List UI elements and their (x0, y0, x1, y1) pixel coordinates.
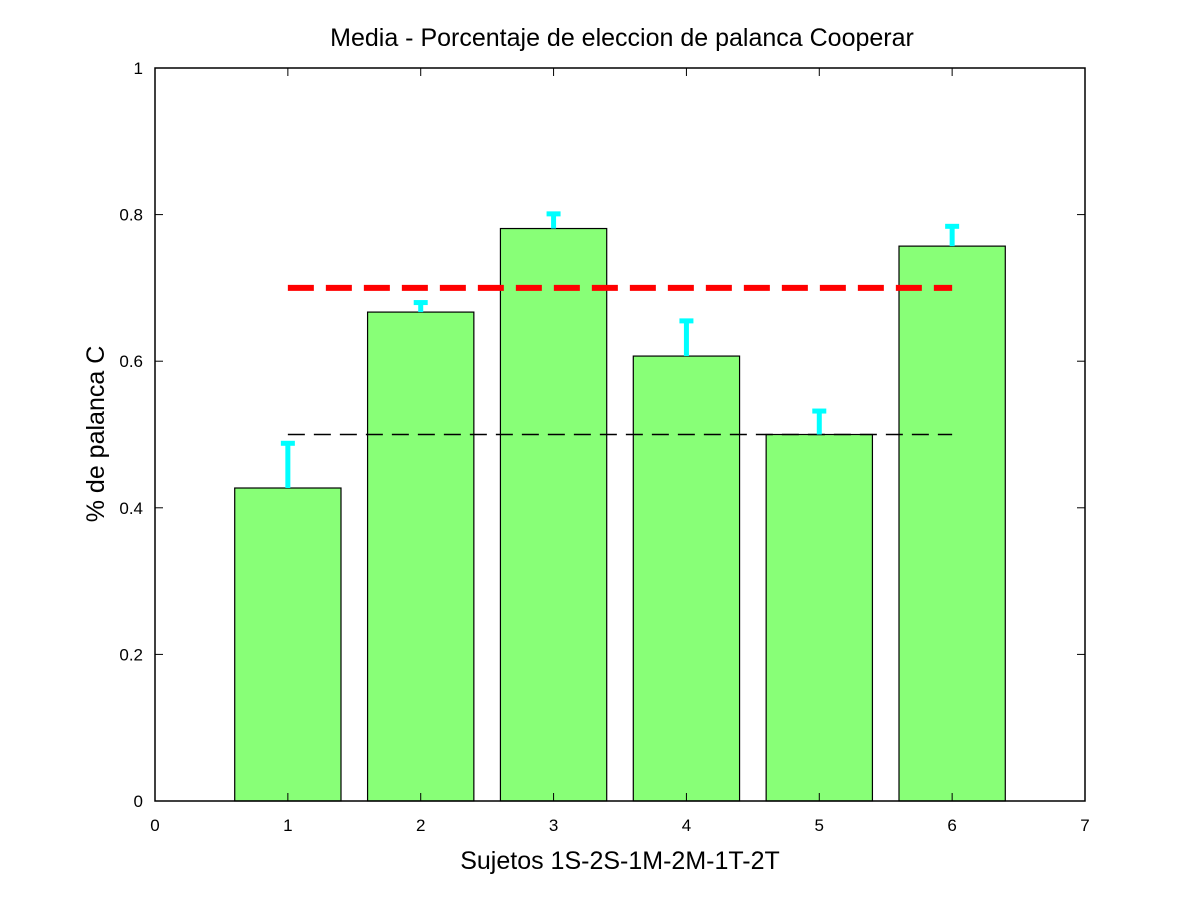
y-tick-label: 0.4 (119, 499, 143, 518)
y-axis-label: % de palanca C (82, 346, 110, 523)
bar-2 (366, 311, 475, 802)
x-tick-label: 0 (150, 816, 159, 835)
x-tick-label: 7 (1080, 816, 1089, 835)
x-axis-label: Sujetos 1S-2S-1M-2M-1T-2T (460, 847, 780, 875)
y-tick-label: 0 (134, 792, 143, 811)
bar-5 (765, 433, 874, 802)
axes-frame (154, 67, 1086, 802)
chart-title: Media - Porcentaje de eleccion de palanc… (330, 24, 914, 52)
bar-1 (234, 487, 342, 802)
y-tick-label: 1 (134, 59, 143, 78)
x-tick-label: 6 (947, 816, 956, 835)
x-tick-label: 3 (549, 816, 558, 835)
x-tick-label: 1 (283, 816, 292, 835)
x-tick-label: 4 (682, 816, 691, 835)
y-tick-label: 0.8 (119, 206, 143, 225)
plot-area: 0 1 2 3 4 5 6 7 0 0.2 0.4 0.6 0.8 1 (119, 59, 1089, 835)
y-tick-label: 0.6 (119, 352, 143, 371)
bar-6 (898, 245, 1006, 802)
bar-4 (632, 355, 741, 802)
y-tick-label: 0.2 (119, 645, 143, 664)
bar-3 (499, 227, 608, 802)
x-tick-label: 5 (815, 816, 824, 835)
x-tick-label: 2 (416, 816, 425, 835)
